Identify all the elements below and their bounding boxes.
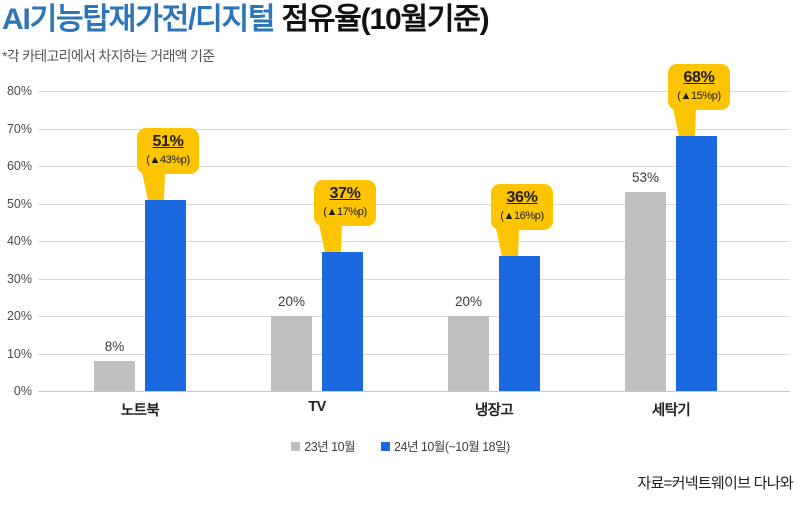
callout-delta: (▲16%p) xyxy=(500,210,544,222)
callout-pointer-icon xyxy=(673,108,702,136)
callout-value: 51% xyxy=(152,132,184,150)
y-axis-tick-label: 40% xyxy=(6,234,32,248)
gridline xyxy=(38,353,790,355)
chart-legend: 23년 10월 24년 10월(~10월 18일) xyxy=(0,436,801,455)
gridline xyxy=(38,278,790,280)
callout-냉장고[interactable]: 36% (▲16%p) xyxy=(491,184,553,256)
gridline xyxy=(38,241,790,242)
callout-delta: (▲15%p) xyxy=(677,90,721,102)
callout-delta: (▲17%p) xyxy=(323,206,367,219)
y-axis-tick-label: 20% xyxy=(6,309,32,323)
bar-prev-냉장고[interactable] xyxy=(448,316,489,391)
page-title-accent: AI기능탑재가전/디지털 xyxy=(2,3,276,36)
bar-value-label-prev-냉장고: 20% xyxy=(454,294,483,309)
x-axis-label-냉장고: 냉장고 xyxy=(474,403,514,419)
callout-TV[interactable]: 37% (▲17%p) xyxy=(314,180,376,253)
y-axis-tick-label: 80% xyxy=(6,84,32,98)
callout-value: 36% xyxy=(506,189,538,206)
gridline xyxy=(38,316,790,317)
callout-pointer-icon xyxy=(496,228,525,256)
y-axis-tick-label: 70% xyxy=(6,121,32,136)
gridline xyxy=(38,203,790,205)
callout-delta: (▲43%p) xyxy=(146,153,190,166)
x-axis-label-TV: TV xyxy=(308,399,326,415)
bar-curr-세탁기[interactable] xyxy=(676,136,717,391)
y-axis-tick-label: 10% xyxy=(6,346,32,361)
y-axis-tick-label: 30% xyxy=(6,271,32,286)
bar-value-label-prev-세탁기: 53% xyxy=(631,170,660,186)
y-axis-tick-label: 60% xyxy=(6,159,32,173)
y-axis-tick-label: 0% xyxy=(13,384,32,398)
source-attribution: 자료=커넥트웨이브 다나와 xyxy=(637,475,793,492)
legend-swatch-icon xyxy=(381,442,391,451)
callout-pointer-icon xyxy=(319,224,348,253)
gridline xyxy=(38,91,790,92)
y-axis-tick-label: 50% xyxy=(6,196,32,211)
bar-prev-세탁기[interactable] xyxy=(625,192,666,391)
page-title-rest: 점유율(10월기준) xyxy=(274,3,489,36)
legend-swatch-icon xyxy=(291,442,301,451)
legend-item-prev[interactable]: 23년 10월 xyxy=(291,436,356,455)
legend-label: 24년 10월(~10월 18일) xyxy=(394,440,510,454)
page-title: AI기능탑재가전/디지털 점유율(10월기준) xyxy=(2,2,490,38)
x-axis-label-세탁기: 세탁기 xyxy=(651,403,691,419)
bar-prev-노트북[interactable] xyxy=(94,361,135,391)
callout-value: 68% xyxy=(683,69,715,86)
bar-curr-TV[interactable] xyxy=(322,252,363,391)
callout-value: 37% xyxy=(329,185,361,203)
callout-노트북[interactable]: 51% (▲43%p) xyxy=(137,127,199,200)
bar-curr-노트북[interactable] xyxy=(145,199,186,391)
gridline xyxy=(38,391,790,392)
bar-curr-냉장고[interactable] xyxy=(499,256,540,391)
bar-value-label-prev-노트북: 8% xyxy=(104,339,125,354)
chart-subtitle: *각 카테고리에서 차지하는 거래액 기준 xyxy=(2,48,215,64)
x-axis-label-노트북: 노트북 xyxy=(120,403,160,419)
gridline xyxy=(38,128,790,130)
legend-item-curr[interactable]: 24년 10월(~10월 18일) xyxy=(381,436,510,455)
callout-세탁기[interactable]: 68% (▲15%p) xyxy=(668,64,730,136)
gridline xyxy=(38,166,790,167)
legend-label: 23년 10월 xyxy=(304,440,356,454)
bar-prev-TV[interactable] xyxy=(271,316,312,391)
callout-pointer-icon xyxy=(142,171,171,200)
bar-value-label-prev-TV: 20% xyxy=(277,294,306,309)
